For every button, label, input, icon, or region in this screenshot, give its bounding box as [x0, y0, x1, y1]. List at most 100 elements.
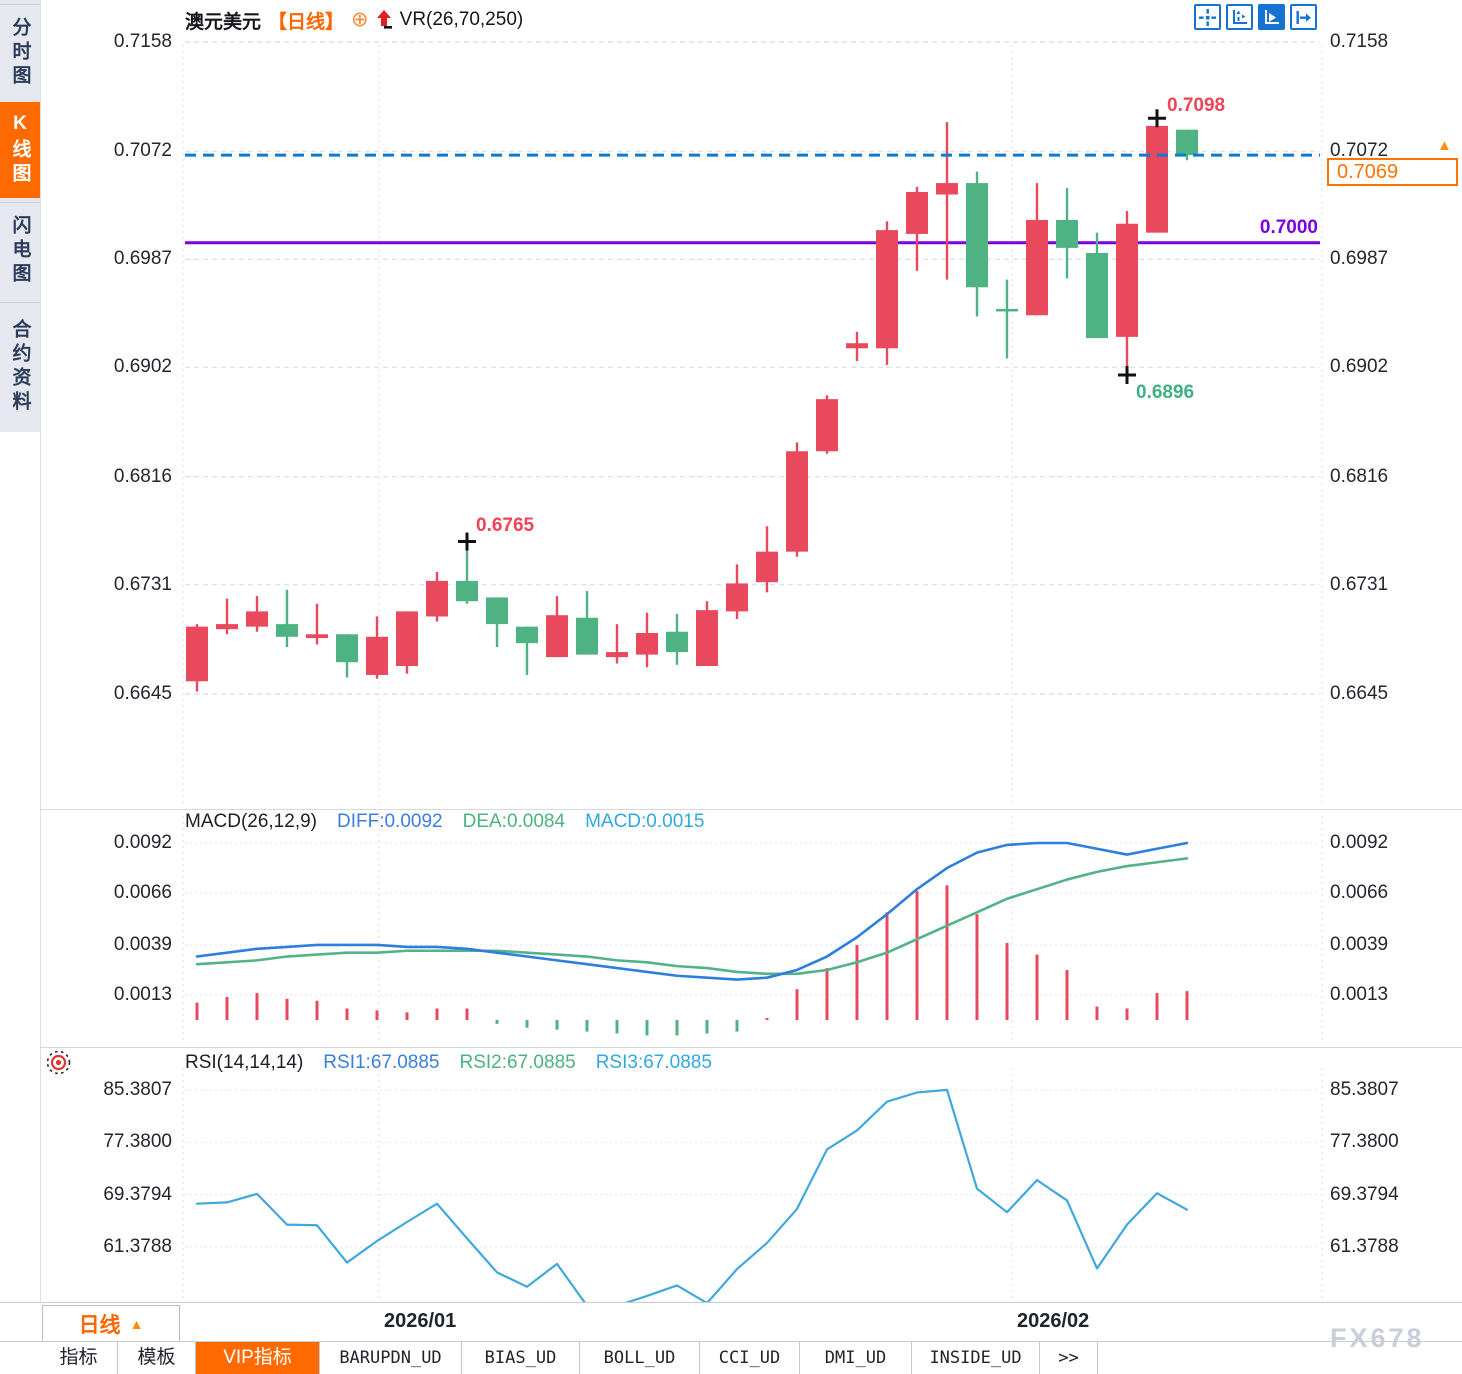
- macd-diff-line: [195, 841, 1189, 981]
- axis-tick-label: 69.3794: [1330, 1183, 1399, 1205]
- axis-tick-label: 0.6902: [113, 356, 172, 378]
- axis-tick-label: 61.3788: [1330, 1236, 1399, 1257]
- candle-body: [576, 617, 598, 655]
- macd-header: MACD(26,12,9) DIFF:0.0092 DEA:0.0084 MAC…: [185, 811, 704, 833]
- candle-body: [366, 636, 388, 675]
- tab-inside_ud[interactable]: INSIDE_UD: [912, 1342, 1040, 1374]
- axis-tick-label: 0.7072: [1330, 140, 1389, 162]
- axis-tick-label: 0.6731: [1330, 573, 1389, 595]
- axis-tick-label: 69.3794: [103, 1183, 172, 1205]
- axis-tick-label: 85.3807: [1330, 1079, 1399, 1100]
- axis-tick-label: 0.6645: [1330, 683, 1389, 704]
- tabs-top-border: [0, 1341, 1462, 1342]
- period-dropdown-icon: ▲: [129, 1315, 144, 1332]
- rsi2-value: RSI2:67.0885: [459, 1052, 576, 1073]
- tab-bias_ud[interactable]: BIAS_UD: [462, 1342, 580, 1374]
- macd-dea-line: [195, 857, 1189, 976]
- candle-body: [306, 634, 328, 639]
- current-price-value: 0.7069: [1337, 160, 1399, 183]
- candle-body: [936, 183, 958, 195]
- add-indicator-icon[interactable]: ⊕: [351, 8, 369, 31]
- axis-tick-label: 0.6816: [113, 465, 172, 487]
- tab->>[interactable]: >>: [1040, 1342, 1098, 1374]
- candle-body: [216, 624, 238, 630]
- sidebar-item-3[interactable]: 闪电图: [0, 202, 40, 299]
- tab-vip[interactable]: VIP指标: [196, 1342, 320, 1374]
- fit-axes-icon[interactable]: [1226, 4, 1253, 30]
- level-line-label: 0.7000: [1259, 217, 1318, 238]
- axis-tick-label: 0.6731: [113, 573, 172, 595]
- axis-tick-label: 77.3800: [1330, 1131, 1399, 1153]
- candle-body: [186, 626, 208, 682]
- axis-tick-label: 0.6645: [113, 683, 172, 704]
- sidebar-divider: [40, 0, 41, 1302]
- candle-body: [1176, 129, 1198, 156]
- sidebar-item-4[interactable]: 合约资料: [0, 302, 40, 431]
- tab-[interactable]: 模板: [118, 1342, 196, 1374]
- current-price-box: 0.7069: [1327, 158, 1458, 186]
- candle-body: [786, 451, 808, 552]
- candle-body: [906, 191, 928, 234]
- macd-dea-value: DEA:0.0084: [462, 811, 566, 832]
- up-arrow-icon: [376, 9, 393, 31]
- axis-tick-label: 0.0092: [113, 832, 172, 853]
- title-bar: 澳元美元 【日线】 ⊕ VR(26,70,250): [185, 7, 523, 33]
- sidebar-item-1[interactable]: 分时图: [0, 4, 40, 101]
- tab-cci_ud[interactable]: CCI_UD: [700, 1342, 800, 1374]
- candle-body: [1056, 219, 1078, 248]
- price-up-marker-icon: ▲: [1437, 137, 1452, 154]
- candle-body: [486, 597, 508, 625]
- axis-tick-label: 0.0039: [113, 933, 172, 955]
- candle-body: [456, 580, 478, 602]
- timeline-row: 日线 ▲ 2026/01 2026/02: [0, 1302, 1462, 1342]
- period-label: 【日线】: [268, 11, 345, 33]
- axis-tick-label: 0.6987: [113, 248, 172, 270]
- candle-body: [1116, 223, 1138, 337]
- pan-crosshair-icon[interactable]: [1194, 4, 1221, 30]
- candle-body: [696, 610, 718, 667]
- macd-panel-divider: [40, 809, 1462, 810]
- axis-tick-label: 85.3807: [103, 1079, 172, 1100]
- sidebar-item-2[interactable]: K线图: [0, 102, 40, 198]
- macd-diff-value: DIFF:0.0092: [337, 811, 443, 832]
- rsi-header: RSI(14,14,14) RSI1:67.0885 RSI2:67.0885 …: [185, 1052, 712, 1074]
- candle-body: [996, 308, 1018, 312]
- axis-tick-label: 0.7072: [113, 140, 172, 162]
- candle-body: [726, 583, 748, 612]
- indicator-target-icon[interactable]: [45, 1049, 72, 1076]
- tab-barupdn_ud[interactable]: BARUPDN_UD: [320, 1342, 462, 1374]
- candle-body: [516, 626, 538, 644]
- axis-tick-label: 0.6987: [1330, 248, 1389, 270]
- sidebar: 分时图 K线图 闪电图 合约资料: [0, 0, 41, 432]
- candle-body: [336, 634, 358, 663]
- candle-body: [546, 615, 568, 658]
- tab-[interactable]: 指标: [40, 1342, 118, 1374]
- tab-dmi_ud[interactable]: DMI_UD: [800, 1342, 912, 1374]
- rsi-panel-divider: [40, 1047, 1462, 1048]
- symbol-name: 澳元美元: [185, 11, 262, 33]
- auto-scale-icon[interactable]: [1258, 4, 1285, 30]
- period-selector[interactable]: 日线 ▲: [42, 1305, 180, 1342]
- date-label: 2026/02: [1017, 1310, 1090, 1332]
- axis-tick-label: 0.6816: [1330, 465, 1389, 487]
- axis-tick-label: 0.0039: [1330, 933, 1389, 955]
- tab-boll_ud[interactable]: BOLL_UD: [580, 1342, 700, 1374]
- candle-body: [276, 624, 298, 637]
- candle-body: [1026, 219, 1048, 316]
- candle-body: [756, 551, 778, 583]
- axis-tick-label: 0.0066: [1330, 882, 1389, 904]
- date-label: 2026/01: [384, 1310, 457, 1332]
- vr-indicator-label: VR(26,70,250): [399, 9, 524, 30]
- go-latest-icon[interactable]: [1290, 4, 1317, 30]
- candle-body: [636, 632, 658, 655]
- candle-body: [876, 230, 898, 349]
- macd-macd-value: MACD:0.0015: [585, 811, 705, 832]
- axis-tick-label: 61.3788: [103, 1236, 172, 1257]
- axis-tick-label: 0.6902: [1330, 356, 1389, 378]
- rsi-title: RSI(14,14,14): [185, 1052, 304, 1073]
- candle-body: [666, 631, 688, 653]
- marked-swing-high-label: 0.6765: [476, 515, 535, 536]
- rsi-line: [195, 1088, 1189, 1302]
